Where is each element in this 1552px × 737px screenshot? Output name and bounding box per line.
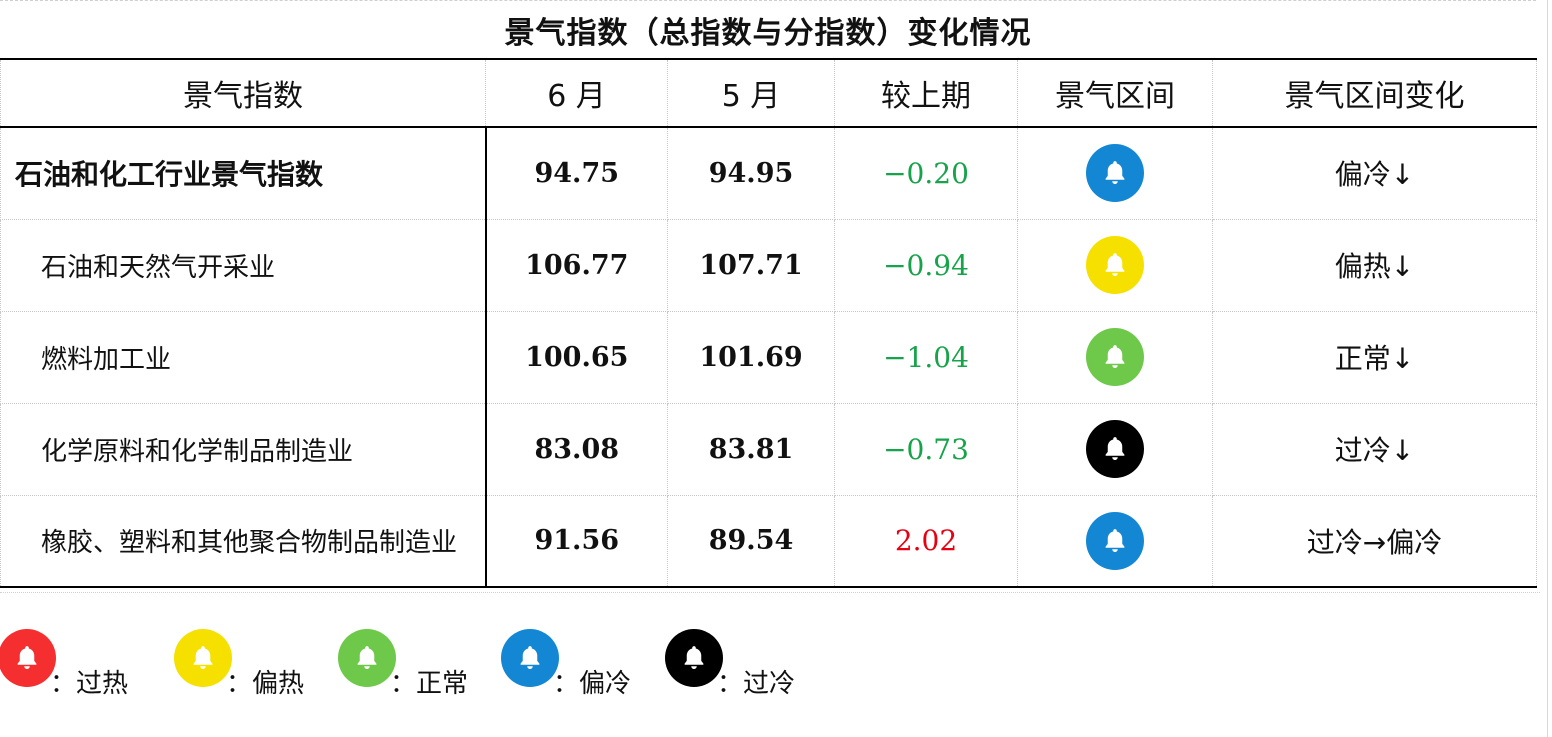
header-row: 景气指数 6 月 5 月 较上期 景气区间 景气区间变化 [0, 58, 1537, 128]
row-may-value[interactable]: 107.71 [667, 218, 835, 312]
row-change-value[interactable]: −1.04 [834, 310, 1018, 404]
bell-icon [174, 629, 232, 687]
header-june[interactable]: 6 月 [485, 58, 668, 128]
row-name[interactable]: 化学原料和化学制品制造业 [0, 402, 487, 496]
row-may-value[interactable]: 101.69 [667, 310, 835, 404]
bell-icon [1086, 328, 1144, 386]
table-row: 燃料加工业 100.65 101.69 −1.04 正常↓ [0, 310, 1537, 404]
row-zone-trend[interactable]: 正常↓ [1212, 310, 1537, 404]
legend-label: ：偏冷 [553, 669, 632, 699]
legend-label: ：过冷 [717, 669, 796, 699]
row-change-value[interactable]: −0.94 [834, 218, 1018, 312]
bell-icon [0, 629, 56, 687]
table-row: 橡胶、塑料和其他聚合物制品制造业 91.56 89.54 2.02 过冷→偏冷 [0, 494, 1537, 588]
row-zone-cell[interactable] [1017, 402, 1213, 496]
row-zone-cell[interactable] [1017, 494, 1213, 588]
row-may-value[interactable]: 83.81 [667, 402, 835, 496]
bell-icon [1086, 511, 1144, 570]
bell-icon [1086, 236, 1144, 294]
row-zone-trend[interactable]: 过冷→偏冷 [1212, 494, 1537, 588]
legend-label: ：正常 [390, 669, 469, 699]
legend-label: ：过热 [50, 669, 129, 699]
table-row: 化学原料和化学制品制造业 83.08 83.81 −0.73 过冷↓ [0, 402, 1537, 496]
row-zone-cell[interactable] [1017, 218, 1213, 312]
row-zone-trend[interactable]: 过冷↓ [1212, 402, 1537, 496]
row-may-value[interactable]: 89.54 [667, 494, 835, 588]
row-zone-cell[interactable] [1017, 126, 1213, 220]
bell-icon [338, 629, 396, 687]
row-june-value[interactable]: 100.65 [485, 310, 668, 404]
row-name[interactable]: 石油和天然气开采业 [0, 218, 487, 312]
zone-legend: ：过热 ：偏热 ：正常 ：偏冷 ：过冷 [0, 592, 1540, 733]
header-change[interactable]: 较上期 [834, 58, 1018, 128]
header-may[interactable]: 5 月 [667, 58, 835, 128]
row-name[interactable]: 石油和化工行业景气指数 [0, 126, 487, 220]
row-name[interactable]: 燃料加工业 [0, 310, 487, 404]
header-zone[interactable]: 景气区间 [1017, 58, 1213, 128]
table-row: 石油和天然气开采业 106.77 107.71 −0.94 偏热↓ [0, 218, 1537, 312]
legend-label: ：偏热 [226, 669, 305, 699]
row-change-value[interactable]: −0.73 [834, 402, 1018, 496]
row-june-value[interactable]: 106.77 [485, 218, 668, 312]
table-title: 景气指数（总指数与分指数）变化情况 [0, 0, 1536, 59]
row-may-value[interactable]: 94.95 [667, 126, 835, 220]
bell-icon [665, 629, 723, 687]
row-name[interactable]: 橡胶、塑料和其他聚合物制品制造业 [0, 494, 487, 588]
row-zone-trend[interactable]: 偏冷↓ [1212, 126, 1537, 220]
bell-icon [501, 629, 559, 687]
row-zone-trend[interactable]: 偏热↓ [1212, 218, 1537, 312]
header-zone-change[interactable]: 景气区间变化 [1212, 58, 1537, 128]
row-change-value[interactable]: −0.20 [834, 126, 1018, 220]
bell-icon [1086, 144, 1144, 203]
row-june-value[interactable]: 91.56 [485, 494, 668, 588]
row-june-value[interactable]: 94.75 [485, 126, 668, 220]
table-row: 石油和化工行业景气指数 94.75 94.95 −0.20 偏冷↓ [0, 126, 1537, 220]
index-table: 景气指数 6 月 5 月 较上期 景气区间 景气区间变化 石油和化工行业景气指数… [0, 58, 1537, 588]
bell-icon [1086, 420, 1144, 478]
header-index[interactable]: 景气指数 [0, 58, 486, 128]
row-june-value[interactable]: 83.08 [485, 402, 668, 496]
row-zone-cell[interactable] [1017, 310, 1213, 404]
row-change-value[interactable]: 2.02 [834, 494, 1018, 588]
